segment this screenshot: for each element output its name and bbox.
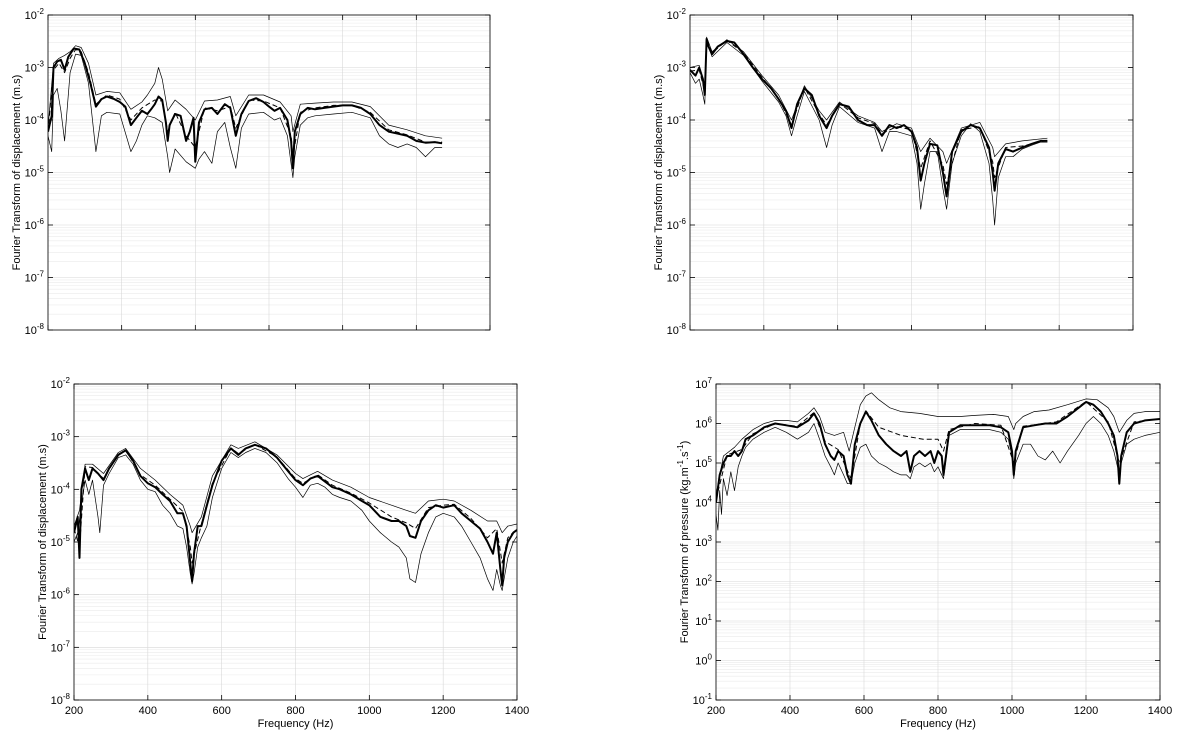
x-axis-label: Frequency (Hz)	[900, 718, 976, 730]
series-line-thick	[48, 47, 443, 170]
y-tick-label: 10-3	[25, 60, 45, 75]
y-tick-label: 10-4	[51, 481, 71, 496]
y-tick-label: 10-2	[51, 376, 71, 391]
x-tick-label: 1200	[1074, 705, 1098, 717]
x-tick-label: 200	[707, 705, 725, 717]
y-tick-label: 10-7	[667, 270, 687, 285]
y-tick-label: 10-2	[25, 7, 45, 22]
series-line-thin	[48, 45, 443, 139]
series-line-thin	[48, 53, 443, 178]
y-tick-label: 101	[695, 613, 712, 628]
y-tick-label: 10-8	[25, 322, 45, 337]
x-axis-label: Frequency (Hz)	[258, 718, 334, 730]
series-line-thin	[74, 441, 517, 534]
x-tick-label: 400	[781, 705, 799, 717]
series-group	[716, 392, 1160, 531]
y-tick-label: 106	[695, 416, 712, 431]
x-tick-label: 1400	[505, 705, 529, 717]
y-tick-label: 102	[695, 574, 712, 589]
series-group	[74, 441, 517, 591]
series-line-thin	[716, 392, 1160, 496]
series-group	[48, 45, 443, 178]
y-tick-label: 10-5	[667, 165, 687, 180]
y-tick-label: 10-1	[693, 692, 713, 707]
x-tick-label: 1000	[1000, 705, 1024, 717]
x-tick-label: 200	[65, 705, 83, 717]
y-tick-label: 103	[695, 534, 712, 549]
y-tick-label: 10-7	[25, 270, 45, 285]
series-line-thick	[74, 443, 517, 587]
y-tick-label: 105	[695, 455, 712, 470]
y-axis-label: Fourier Transform of displacement (m.s)	[37, 444, 49, 640]
series-line-thin	[690, 42, 1048, 226]
y-tick-label: 10-6	[25, 217, 45, 232]
y-tick-label: 10-8	[51, 692, 71, 707]
series-group	[690, 36, 1048, 226]
panel-bottom-right: 10-1 100 101 102 103 104 105 106 107 200 400 600 800…	[676, 376, 1172, 730]
x-tick-label: 600	[212, 705, 230, 717]
series-line-dashed	[690, 37, 1048, 185]
y-tick-label: 10-4	[25, 112, 45, 127]
y-tick-label: 10-5	[25, 165, 45, 180]
panel-top-right: 10-8 10-7 10-6 10-5 10-4 10-3 10-2 Fourier Tran…	[653, 7, 1134, 337]
y-tick-label: 10-6	[667, 217, 687, 232]
y-axis-label: Fourier Transform of displacement (m.s)	[11, 75, 23, 271]
y-tick-label: 10-7	[51, 639, 71, 654]
series-line-thin	[716, 416, 1160, 531]
y-tick-label: 107	[695, 376, 712, 391]
y-tick-label: 10-8	[667, 322, 687, 337]
x-tick-label: 800	[929, 705, 947, 717]
series-line-thick	[716, 401, 1160, 503]
major-grid	[715, 383, 1161, 701]
y-tick-label: 104	[695, 495, 712, 510]
x-tick-label: 1400	[1148, 705, 1172, 717]
y-tick-label: 10-3	[51, 429, 71, 444]
series-line-thin	[74, 448, 517, 591]
y-axis-label: Fourier Transform of displacement (m.s)	[653, 75, 665, 271]
x-tick-label: 1000	[357, 705, 381, 717]
y-tick-label: 10-5	[51, 534, 71, 549]
y-axis-label: Fourier Transform of pressure (kg.m-1.s-…	[676, 441, 691, 644]
y-tick-label: 100	[695, 653, 712, 668]
series-line-thick	[690, 37, 1048, 198]
panel-top-left: 10-8 10-7 10-6 10-5 10-4 10-3 10-2 Fourier Tran…	[11, 7, 491, 337]
x-tick-label: 800	[286, 705, 304, 717]
y-tick-label: 10-6	[51, 587, 71, 602]
x-tick-label: 600	[855, 705, 873, 717]
y-tick-label: 10-4	[667, 112, 687, 127]
x-tick-label: 1200	[431, 705, 455, 717]
y-tick-label: 10-2	[667, 7, 687, 22]
panel-bottom-left: 10-8 10-7 10-6 10-5 10-4 10-3 10-2 200 400 600 800…	[37, 376, 529, 730]
x-tick-label: 400	[139, 705, 157, 717]
y-tick-label: 10-3	[667, 60, 687, 75]
